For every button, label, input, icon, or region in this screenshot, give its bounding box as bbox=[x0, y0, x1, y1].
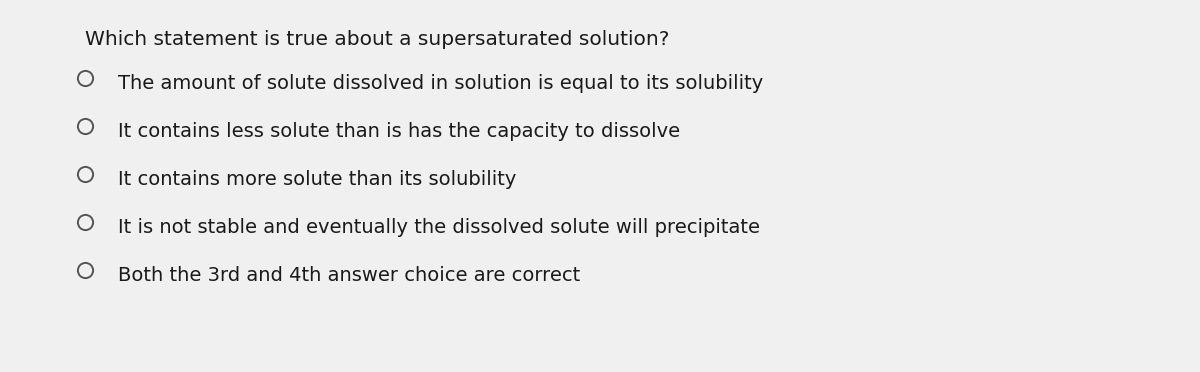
Point bbox=[76, 123, 95, 129]
Text: Both the 3rd and 4th answer choice are correct: Both the 3rd and 4th answer choice are c… bbox=[118, 266, 581, 285]
Point bbox=[76, 219, 95, 225]
Text: Which statement is true about a supersaturated solution?: Which statement is true about a supersat… bbox=[85, 30, 670, 49]
Text: The amount of solute dissolved in solution is equal to its solubility: The amount of solute dissolved in soluti… bbox=[118, 74, 763, 93]
Point bbox=[76, 171, 95, 177]
Point bbox=[76, 267, 95, 273]
Point bbox=[76, 75, 95, 81]
Text: It contains more solute than its solubility: It contains more solute than its solubil… bbox=[118, 170, 516, 189]
Text: It is not stable and eventually the dissolved solute will precipitate: It is not stable and eventually the diss… bbox=[118, 218, 760, 237]
Text: It contains less solute than is has the capacity to dissolve: It contains less solute than is has the … bbox=[118, 122, 680, 141]
